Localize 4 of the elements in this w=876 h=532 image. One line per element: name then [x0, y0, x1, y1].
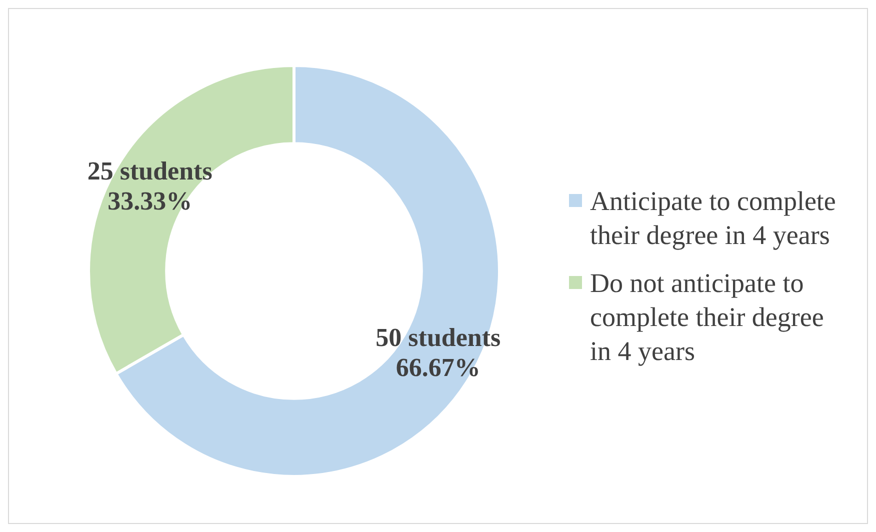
data-label: 25 students 33.33% [87, 156, 212, 216]
data-label: 50 students 66.67% [376, 322, 501, 382]
legend-label: Do not anticipate to complete their degree in 4 years [590, 267, 825, 368]
legend-label: Anticipate to complete their degree in 4 years [590, 185, 837, 252]
